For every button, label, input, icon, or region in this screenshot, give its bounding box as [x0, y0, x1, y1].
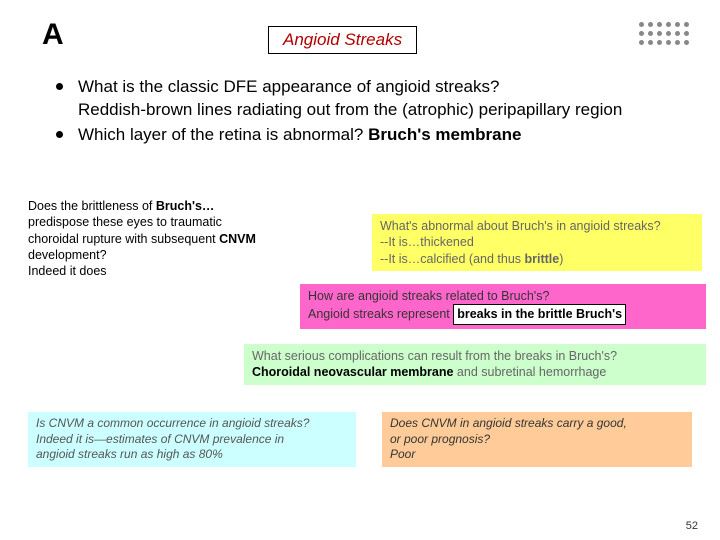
common-box: Is CNVM a common occurrence in angioid s… — [28, 412, 356, 467]
bullet-2: Which layer of the retina is abnormal? B… — [56, 124, 690, 147]
common-a2: angioid streaks run as high as 80% — [36, 447, 223, 461]
bullet-list: What is the classic DFE appearance of an… — [56, 76, 690, 149]
abnormal-a2a: --It is…calcified (and thus — [380, 252, 525, 266]
abnormal-box: What's abnormal about Bruch's in angioid… — [372, 214, 702, 271]
brittleness-box: Does the brittleness of Bruch's… predisp… — [20, 194, 348, 283]
brittle-l4: development? — [28, 248, 107, 262]
related-box: How are angioid streaks related to Bruch… — [300, 284, 706, 329]
prognosis-q2: or poor prognosis? — [390, 432, 490, 446]
related-inset: breaks in the brittle Bruch's — [453, 304, 626, 324]
abnormal-a1: --It is…thickened — [380, 235, 474, 249]
abnormal-a2b: brittle — [525, 252, 560, 266]
complications-a1: Choroidal neovascular membrane — [252, 365, 453, 379]
decorative-dot-grid — [639, 22, 690, 46]
bullet-2-answer: Bruch's membrane — [368, 125, 521, 144]
complications-q: What serious complications can result fr… — [252, 349, 617, 363]
bullet-1-answer: Reddish-brown lines radiating out from t… — [78, 100, 622, 119]
prognosis-box: Does CNVM in angioid streaks carry a goo… — [382, 412, 692, 467]
prognosis-q1: Does CNVM in angioid streaks carry a goo… — [390, 416, 627, 430]
abnormal-q: What's abnormal about Bruch's in angioid… — [380, 219, 661, 233]
related-pre: Angioid streaks represent — [308, 307, 453, 321]
complications-a2: and subretinal hemorrhage — [453, 365, 606, 379]
brittle-l1a: Does the brittleness of — [28, 199, 156, 213]
brittle-l3a: choroidal rupture with subsequent — [28, 232, 219, 246]
prognosis-a: Poor — [390, 447, 415, 461]
brittle-l3b: CNVM — [219, 232, 256, 246]
bullet-2-question: Which layer of the retina is abnormal? — [78, 125, 368, 144]
abnormal-a2c: ) — [559, 252, 563, 266]
common-q: Is CNVM a common occurrence in angioid s… — [36, 416, 309, 430]
brittle-l1b: Bruch's… — [156, 199, 215, 213]
bullet-1: What is the classic DFE appearance of an… — [56, 76, 690, 122]
brittle-l5: Indeed it does — [28, 264, 107, 278]
bullet-1-question: What is the classic DFE appearance of an… — [78, 77, 499, 96]
slide-title: Angioid Streaks — [268, 26, 417, 54]
brittle-l2: predispose these eyes to traumatic — [28, 215, 222, 229]
related-q: How are angioid streaks related to Bruch… — [308, 289, 549, 303]
common-a1: Indeed it is—estimates of CNVM prevalenc… — [36, 432, 284, 446]
page-number: 52 — [686, 520, 698, 532]
slide-letter: A — [42, 18, 64, 52]
complications-box: What serious complications can result fr… — [244, 344, 706, 385]
